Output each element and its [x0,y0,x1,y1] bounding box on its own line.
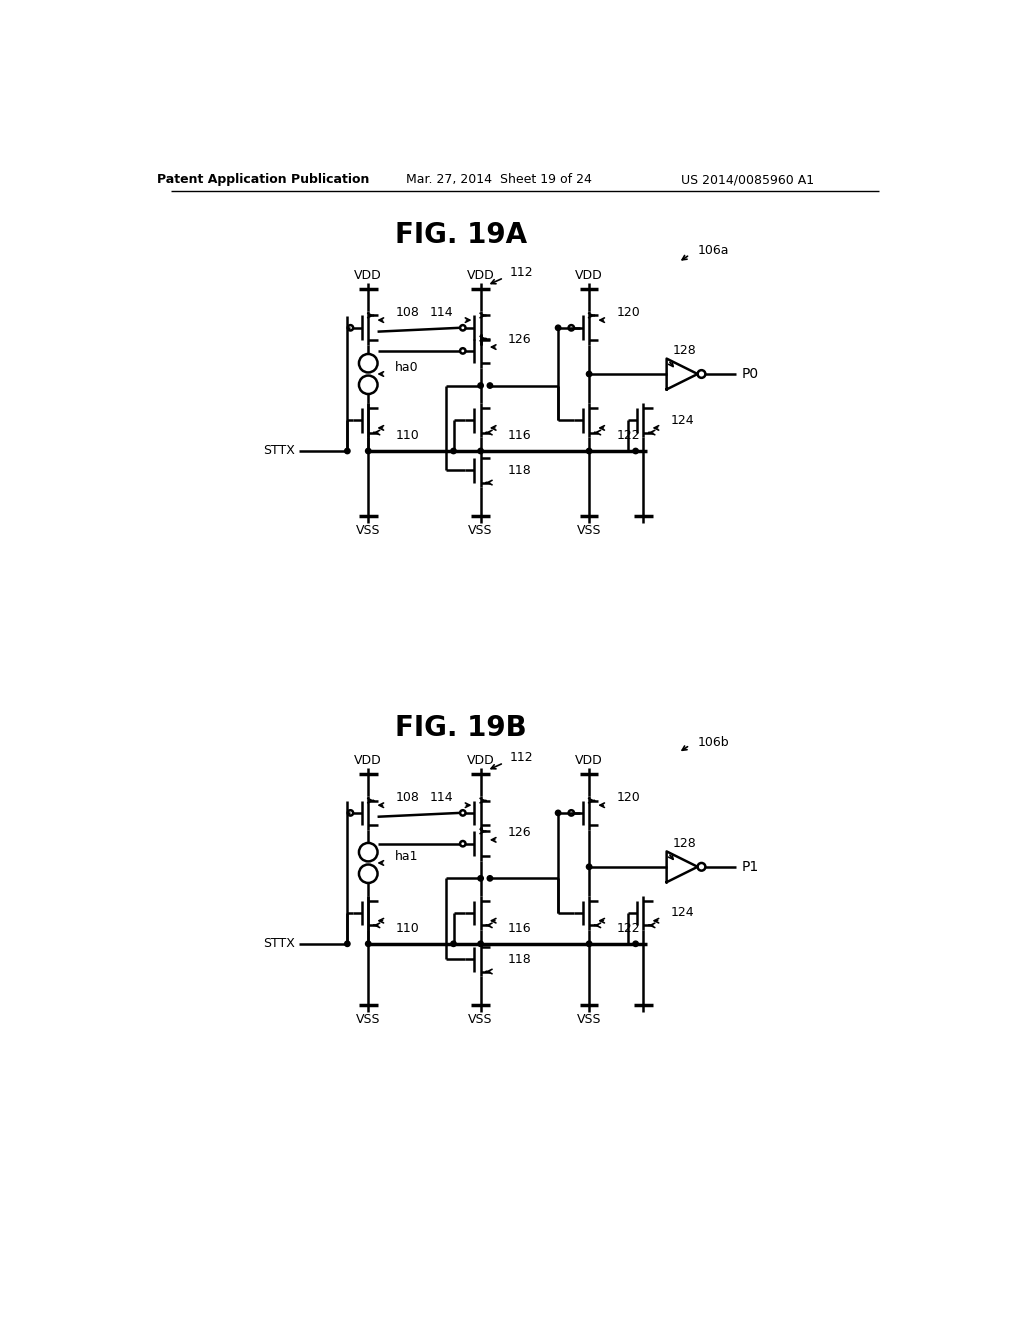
Text: 122: 122 [616,921,640,935]
Text: 122: 122 [616,429,640,442]
Circle shape [587,941,592,946]
Text: 108: 108 [395,306,419,319]
Text: ha0: ha0 [395,362,419,375]
Text: 112: 112 [510,751,534,764]
Text: FIG. 19A: FIG. 19A [395,222,527,249]
Circle shape [555,810,561,816]
Text: 114: 114 [430,791,454,804]
Circle shape [487,383,493,388]
Circle shape [555,325,561,330]
Text: Patent Application Publication: Patent Application Publication [158,173,370,186]
Circle shape [451,449,457,454]
Text: 112: 112 [510,265,534,279]
Text: 128: 128 [673,837,696,850]
Text: 106b: 106b [697,735,729,748]
Circle shape [345,941,350,946]
Text: 126: 126 [508,333,531,346]
Circle shape [345,449,350,454]
Circle shape [366,449,371,454]
Circle shape [587,865,592,870]
Text: 120: 120 [616,791,640,804]
Text: 116: 116 [508,429,531,442]
Text: 120: 120 [616,306,640,319]
Text: P0: P0 [741,367,759,381]
Text: VDD: VDD [575,269,603,282]
Circle shape [451,941,457,946]
Text: 110: 110 [395,429,419,442]
Text: 126: 126 [508,825,531,838]
Circle shape [478,449,483,454]
Circle shape [366,941,371,946]
Text: VSS: VSS [577,1012,601,1026]
Text: VDD: VDD [575,754,603,767]
Circle shape [587,449,592,454]
Text: 108: 108 [395,791,419,804]
Text: STTX: STTX [263,937,295,950]
Text: 114: 114 [430,306,454,319]
Text: 116: 116 [508,921,531,935]
Text: VSS: VSS [577,524,601,537]
Text: VSS: VSS [356,524,381,537]
Text: VDD: VDD [354,269,382,282]
Circle shape [478,875,483,880]
Text: STTX: STTX [263,445,295,458]
Circle shape [478,941,483,946]
Text: P1: P1 [741,859,759,874]
Circle shape [633,449,638,454]
Text: 118: 118 [508,953,531,966]
Text: 124: 124 [671,413,694,426]
Text: Mar. 27, 2014  Sheet 19 of 24: Mar. 27, 2014 Sheet 19 of 24 [406,173,592,186]
Text: 110: 110 [395,921,419,935]
Text: ha1: ha1 [395,850,419,863]
Text: VDD: VDD [467,269,495,282]
Circle shape [587,371,592,376]
Text: VSS: VSS [356,1012,381,1026]
Text: US 2014/0085960 A1: US 2014/0085960 A1 [681,173,814,186]
Text: VDD: VDD [354,754,382,767]
Circle shape [487,875,493,880]
Text: FIG. 19B: FIG. 19B [395,714,527,742]
Circle shape [478,383,483,388]
Text: 106a: 106a [697,244,729,257]
Text: 124: 124 [671,907,694,920]
Text: VDD: VDD [467,754,495,767]
Text: VSS: VSS [468,524,493,537]
Text: 128: 128 [673,345,696,358]
Circle shape [633,941,638,946]
Text: VSS: VSS [468,1012,493,1026]
Text: 118: 118 [508,463,531,477]
